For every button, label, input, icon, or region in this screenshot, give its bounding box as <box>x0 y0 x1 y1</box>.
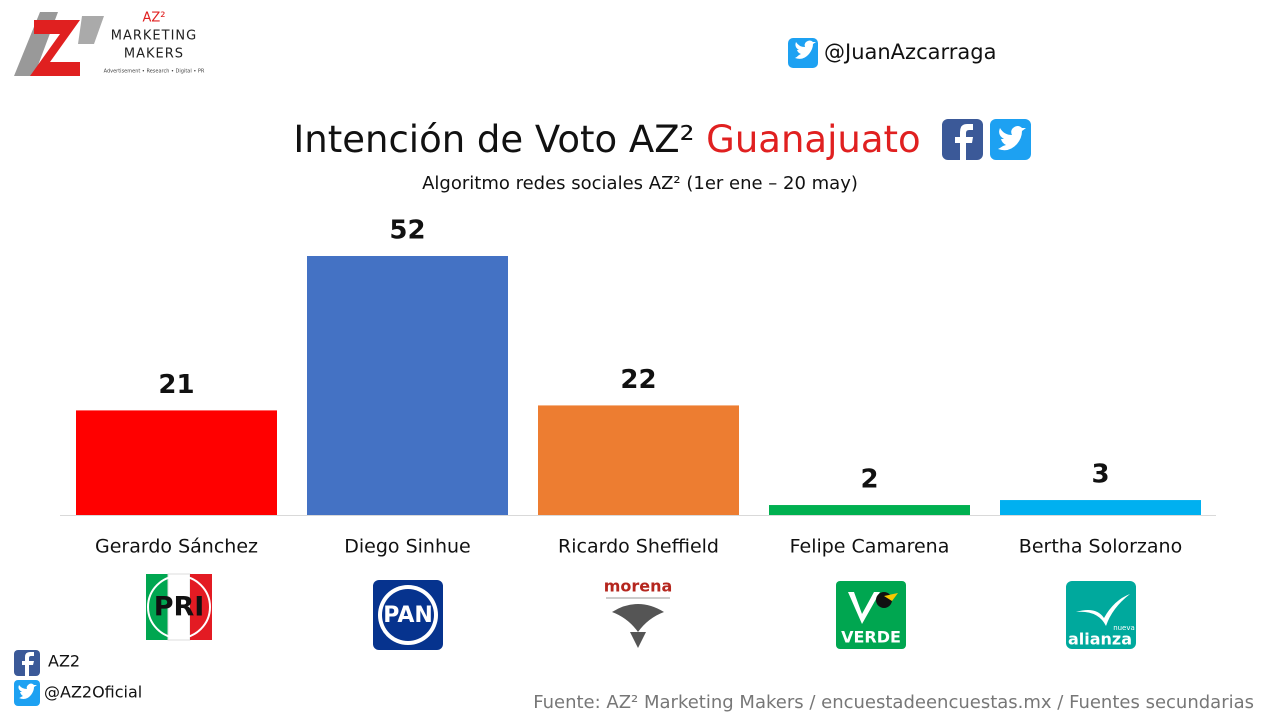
bar <box>538 405 739 515</box>
bar <box>307 256 508 515</box>
logo-text: morena <box>604 577 673 596</box>
x-tick-label: Diego Sinhue <box>344 536 470 558</box>
logo-alianza: nueva alianza <box>1066 581 1136 649</box>
x-tick-label: Bertha Solorzano <box>1019 536 1182 558</box>
facebook-f <box>955 124 973 160</box>
logo-text: alianza <box>1068 630 1132 649</box>
facebook-handle: AZ2 <box>48 652 80 671</box>
data-label: 21 <box>158 370 194 400</box>
brand-tagline: Advertisement • Research • Digital • PR <box>104 69 205 75</box>
brand-name: AZ² <box>142 11 165 26</box>
data-label: 22 <box>620 365 656 395</box>
chart-title: Intención de Voto AZ² Guanajuato <box>293 118 920 161</box>
twitter-handle: @AZ2Oficial <box>44 683 142 702</box>
x-tick-label: Ricardo Sheffield <box>558 536 719 558</box>
twitter-bird <box>795 40 816 59</box>
logo-morena: morena <box>604 577 673 648</box>
facebook-f <box>22 652 34 676</box>
data-label: 52 <box>389 216 425 246</box>
x-tick-label: Felipe Camarena <box>790 536 950 558</box>
data-label: 3 <box>1091 460 1109 490</box>
brand-logo: AZ² MARKETING MAKERS Advertisement • Res… <box>14 11 205 76</box>
logo-text: PRI <box>154 592 205 623</box>
logo-text: PAN <box>383 603 433 628</box>
brand-line: MAKERS <box>124 47 184 62</box>
logo-text: VERDE <box>841 628 901 647</box>
bar <box>1000 500 1201 515</box>
chart-subtitle: Algoritmo redes sociales AZ² (1er ene – … <box>422 173 858 194</box>
data-label: 2 <box>860 465 878 495</box>
logo-pan: PAN <box>373 580 443 650</box>
source: Fuente: AZ² Marketing Makers / encuestad… <box>533 692 1254 713</box>
brand-line: MARKETING <box>111 29 197 44</box>
logo-pri: PRI <box>146 573 212 641</box>
title-text: Intención de Voto AZ² <box>293 118 694 161</box>
logo-text: nueva <box>1113 624 1135 632</box>
title-highlight: Guanajuato <box>706 118 920 161</box>
twitter-bird <box>998 126 1026 151</box>
x-tick-label: Gerardo Sánchez <box>95 536 258 558</box>
bar <box>769 505 970 515</box>
twitter-bird <box>18 683 37 699</box>
bar <box>76 410 277 515</box>
twitter-handle: @JuanAzcarraga <box>824 40 996 64</box>
logo-verde: VERDE <box>836 581 906 649</box>
